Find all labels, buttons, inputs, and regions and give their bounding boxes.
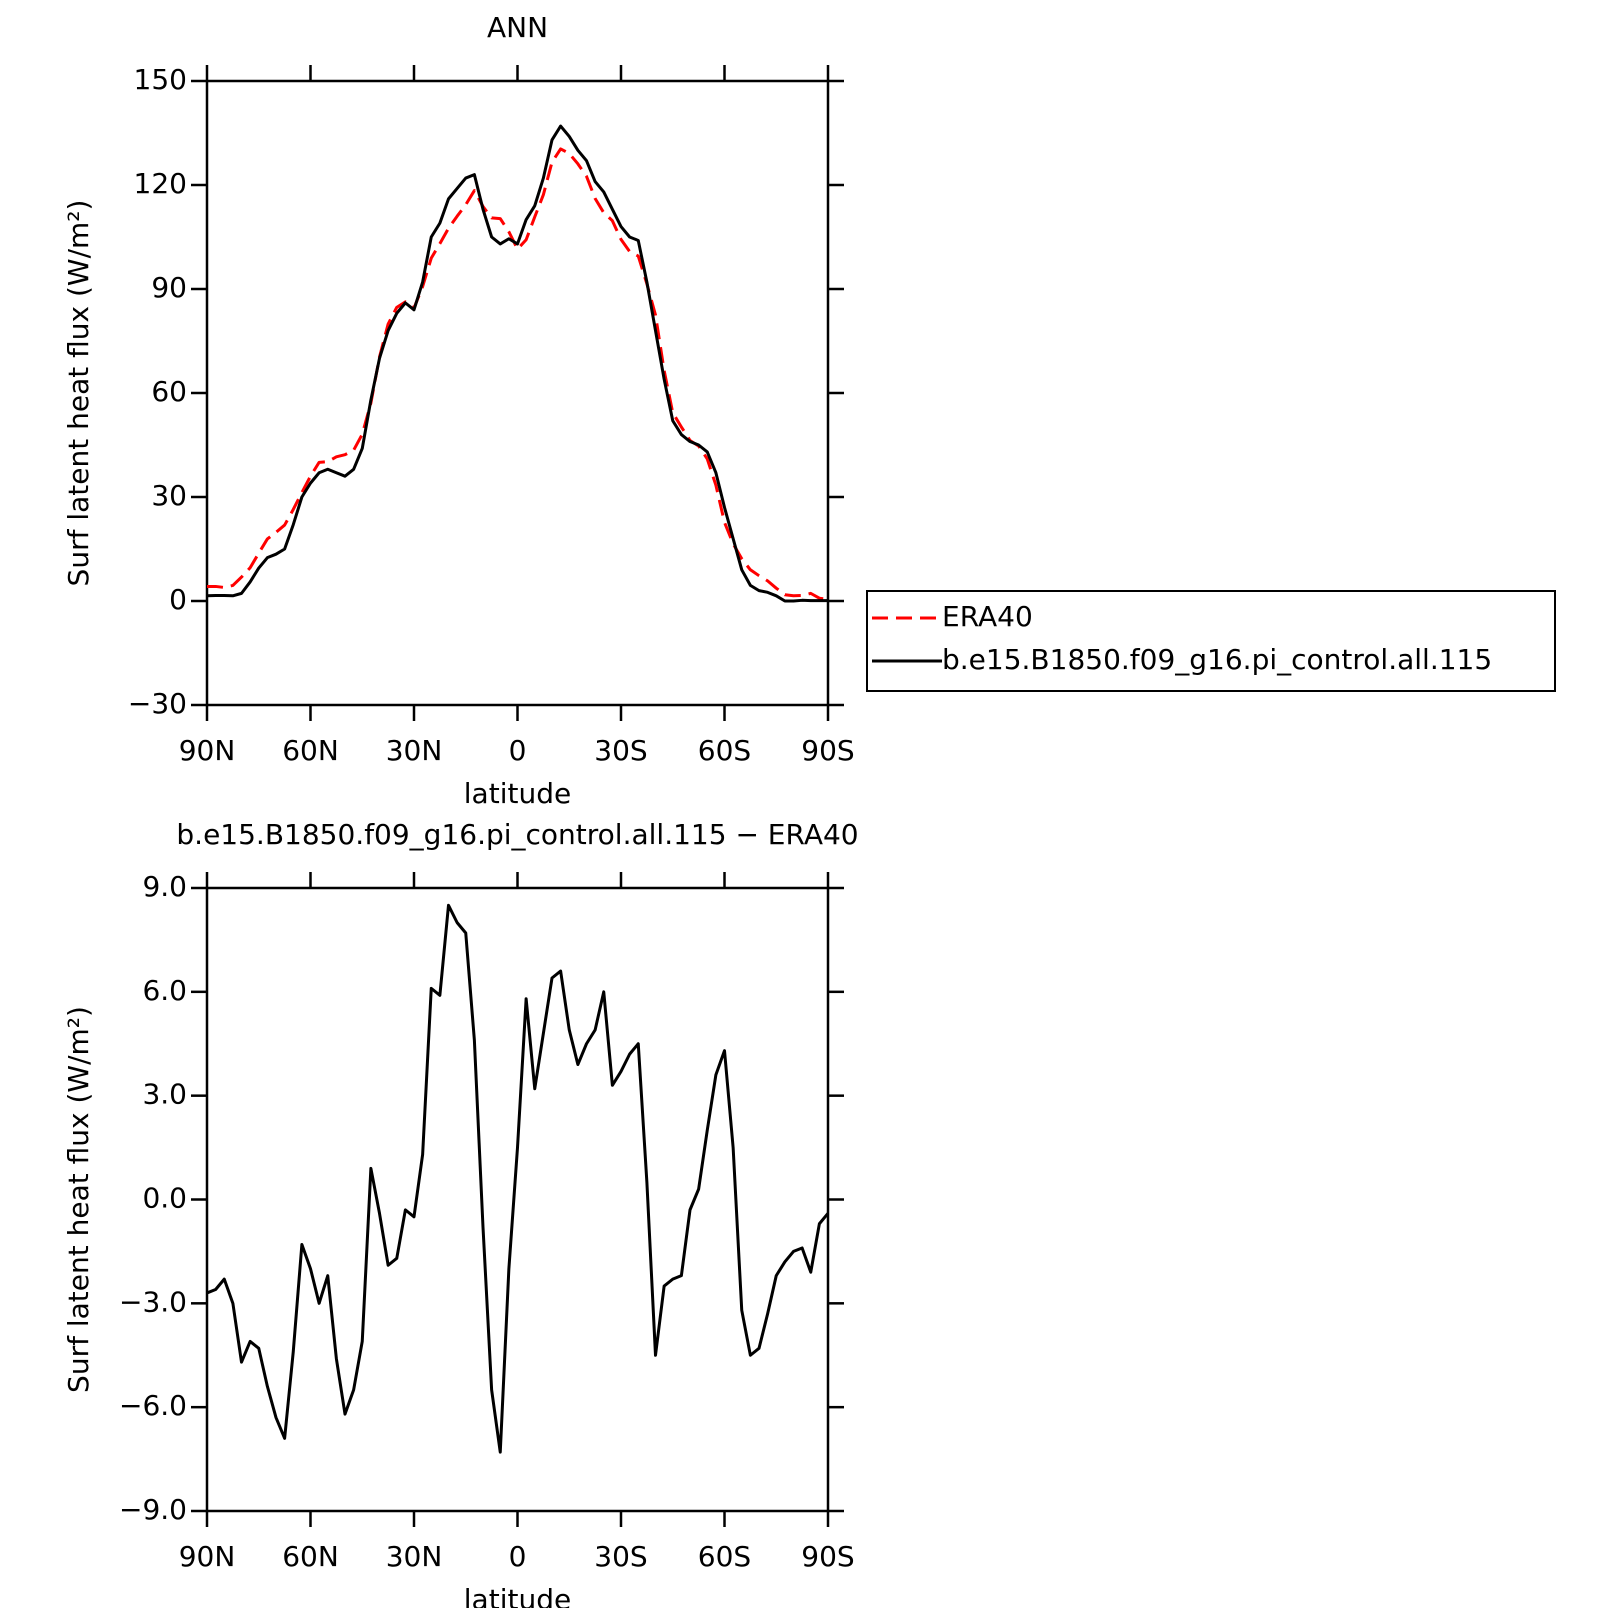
legend-box [866, 590, 1556, 692]
y-tick-label: 30 [151, 479, 187, 512]
x-tick-label: 90N [179, 734, 236, 767]
x-tick-label: 90S [801, 1540, 854, 1573]
x-axis-label: latitude [464, 1583, 571, 1608]
y-tick-label: 120 [134, 167, 187, 200]
x-tick-label: 30S [594, 1540, 647, 1573]
x-tick-label: 30N [386, 1540, 443, 1573]
y-tick-label: 3.0 [142, 1078, 187, 1111]
plot-frame [205, 79, 830, 707]
x-tick-label: 60N [282, 734, 339, 767]
data-line [206, 903, 830, 1454]
y-tick-label: 150 [134, 63, 187, 96]
data-line [206, 124, 828, 603]
y-axis-label: Surf latent heat flux (W/m²) [62, 1006, 95, 1393]
x-tick-label: 0 [509, 1540, 527, 1573]
chart-title: b.e15.B1850.f09_g16.pi_control.all.115 −… [176, 818, 858, 851]
y-tick-label: 0.0 [142, 1182, 187, 1215]
y-tick-label: −30 [128, 687, 187, 720]
x-tick-label: 0 [509, 734, 527, 767]
y-tick-label: 0 [169, 583, 187, 616]
x-tick-label: 60S [698, 734, 751, 767]
chart-title: ANN [487, 11, 548, 44]
x-axis-label: latitude [464, 777, 571, 810]
data-line [207, 147, 829, 601]
y-tick-label: −3.0 [119, 1285, 187, 1318]
x-tick-label: 30S [594, 734, 647, 767]
x-tick-label: 60N [282, 1540, 339, 1573]
y-tick-label: 60 [151, 375, 187, 408]
x-tick-label: 90N [179, 1540, 236, 1573]
y-axis-label: Surf latent heat flux (W/m²) [62, 200, 95, 587]
legend-label: ERA40 [942, 600, 1033, 633]
y-tick-label: 6.0 [142, 974, 187, 1007]
x-tick-label: 60S [698, 1540, 751, 1573]
x-tick-label: 30N [386, 734, 443, 767]
y-tick-label: −9.0 [119, 1493, 187, 1526]
legend-label: b.e15.B1850.f09_g16.pi_control.all.115 [942, 643, 1492, 676]
y-tick-label: 90 [151, 271, 187, 304]
y-tick-label: −6.0 [119, 1389, 187, 1422]
plot-frame [205, 886, 830, 1513]
y-tick-label: 9.0 [142, 870, 187, 903]
x-tick-label: 90S [801, 734, 854, 767]
